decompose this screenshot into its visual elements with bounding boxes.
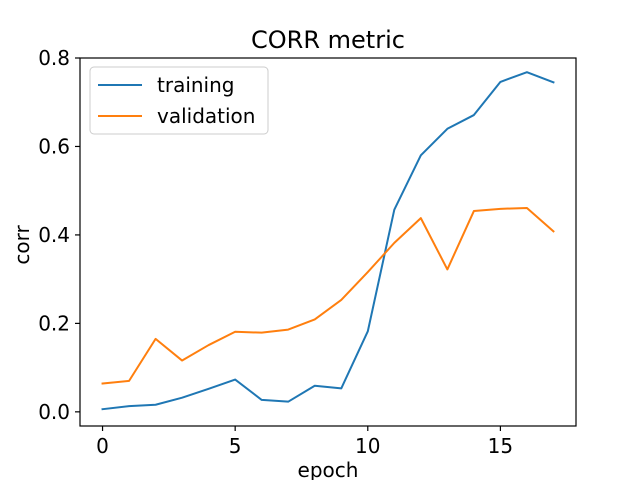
series-line-training [101, 71, 555, 411]
legend-label-validation: validation [157, 104, 255, 128]
axes-frame [79, 57, 577, 427]
legend-label-training: training [157, 73, 234, 97]
y-tick-label: 0.2 [38, 311, 70, 335]
x-tick-label: 5 [229, 434, 242, 458]
y-tick-label: 0.0 [38, 400, 70, 424]
series-line-validation [101, 206, 555, 385]
y-tick-label: 0.4 [38, 223, 70, 247]
x-axis-label: epoch [298, 458, 359, 480]
plot-area: 0 5 10 15 0.0 0.2 0.4 0.6 0.8 [38, 46, 577, 458]
y-axis-label: corr [10, 225, 34, 265]
y-tick-label: 0.6 [38, 134, 70, 158]
x-tick-label: 0 [96, 434, 109, 458]
x-tick-label: 10 [355, 434, 380, 458]
legend-box [89, 66, 269, 135]
y-tick-label: 0.8 [38, 46, 70, 70]
x-tick-label: 15 [488, 434, 513, 458]
chart-title: CORR metric [251, 26, 405, 54]
legend: training validation [89, 66, 269, 135]
